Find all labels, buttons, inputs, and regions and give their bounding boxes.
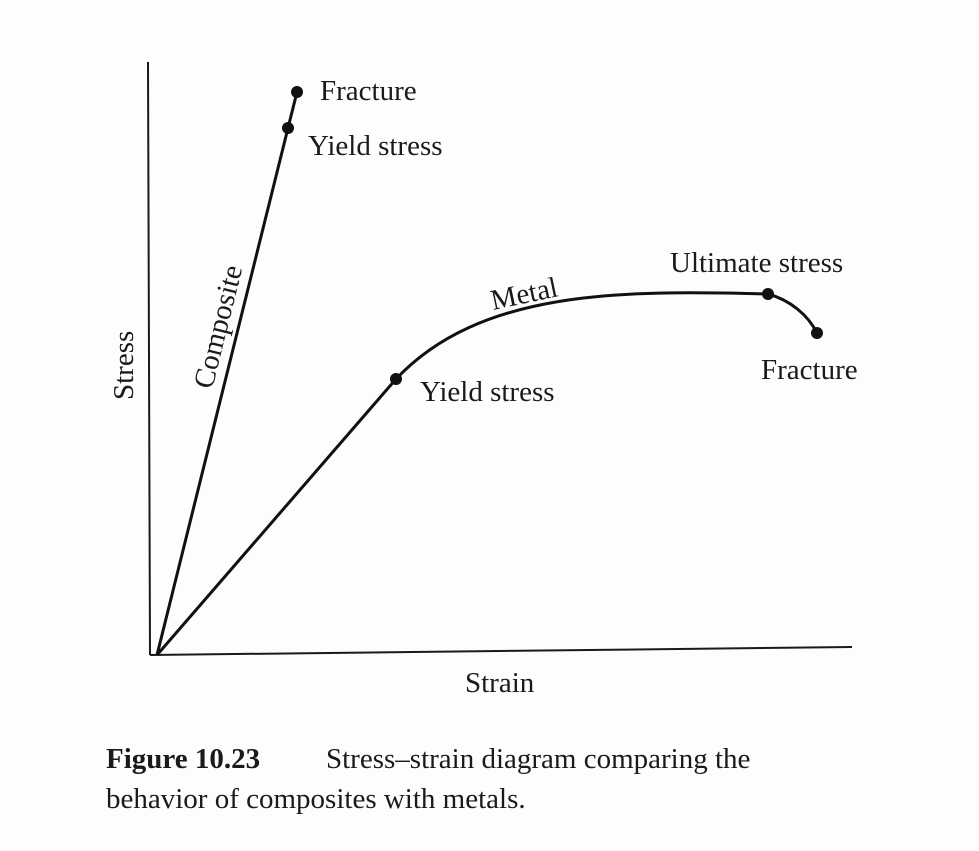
composite-yield-label: Yield stress [308,130,443,162]
y-axis [147,61,151,656]
metal-curve [155,291,819,656]
composite-fracture-point [291,86,303,98]
caption-line: behavior of composites with metals. [106,783,526,815]
composite-fracture-label: Fracture [320,75,417,107]
composite-yield-point [282,122,294,134]
x-axis [149,646,853,656]
metal-ultimate-label: Ultimate stress [670,247,843,279]
x-axis-label: Strain [465,667,535,699]
metal-yield-point [390,373,402,385]
metal-fracture-point [811,327,823,339]
metal-yield-label: Yield stress [420,376,555,408]
y-axis-label: Stress [108,331,140,400]
caption-line: Stress–strain diagram comparing the [326,743,750,775]
metal-fracture-label: Fracture [761,354,858,386]
metal-ultimate-point [762,288,774,300]
caption-number: Figure 10.23 [106,743,260,775]
